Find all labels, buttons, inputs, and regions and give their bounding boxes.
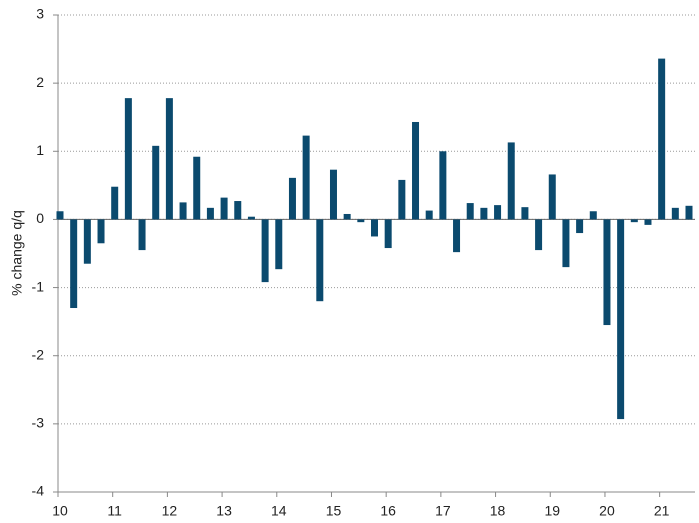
bar (521, 207, 529, 220)
bar (671, 207, 679, 220)
bar (357, 219, 365, 223)
y-tick-label: -4 (32, 483, 45, 499)
bar (56, 211, 64, 220)
bar (644, 219, 652, 225)
bar (138, 219, 146, 251)
bar (165, 98, 173, 220)
bar (179, 202, 187, 220)
bar (70, 219, 78, 309)
y-tick-label: -1 (32, 278, 45, 294)
y-axis-label: % change q/q (9, 210, 25, 296)
x-tick-label: 12 (162, 503, 178, 519)
x-tick-label: 20 (599, 503, 615, 519)
y-tick-label: 1 (36, 142, 44, 158)
bar (247, 216, 255, 220)
bar (275, 219, 283, 270)
bar (494, 205, 502, 220)
y-tick-label: -2 (32, 346, 45, 362)
bar (398, 179, 406, 220)
bar (603, 219, 611, 326)
y-tick-label: -3 (32, 415, 45, 431)
bar (83, 219, 91, 264)
x-tick-label: 16 (380, 503, 396, 519)
bar (234, 201, 242, 220)
bar (466, 203, 474, 220)
bar (302, 135, 310, 220)
bar (111, 186, 119, 220)
x-tick-label: 11 (107, 503, 122, 519)
x-tick-label: 19 (544, 503, 560, 519)
bar (535, 219, 543, 251)
bar (439, 151, 447, 220)
bar (124, 98, 132, 220)
x-tick-label: 13 (216, 503, 232, 519)
x-tick-label: 14 (271, 503, 287, 519)
bar (206, 207, 214, 220)
bar (589, 211, 597, 220)
bar (507, 142, 515, 220)
bar (288, 177, 296, 220)
y-tick-label: 2 (36, 74, 44, 90)
bar (371, 219, 378, 237)
y-tick-label: 3 (36, 6, 44, 22)
bar (453, 219, 461, 253)
bar (480, 207, 488, 220)
x-tick-label: 10 (52, 503, 68, 519)
bar (425, 210, 433, 220)
x-tick-label: 15 (326, 503, 342, 519)
y-tick-label: 0 (36, 210, 44, 226)
bar (193, 156, 201, 220)
bar (412, 121, 420, 220)
bar (152, 145, 160, 220)
bar (630, 219, 638, 223)
bar (220, 197, 228, 220)
bar (97, 219, 105, 244)
bar (384, 219, 392, 249)
bar (343, 213, 351, 220)
x-tick-label: 18 (490, 503, 506, 519)
x-tick-label: 21 (654, 503, 670, 519)
bar (548, 174, 556, 220)
bar (261, 219, 269, 283)
bar (576, 219, 584, 234)
bar (685, 205, 693, 220)
bar (562, 219, 570, 268)
bar (617, 219, 625, 420)
bar (316, 219, 324, 302)
x-tick-label: 17 (435, 503, 451, 519)
bar (329, 169, 337, 220)
bar (658, 58, 666, 220)
